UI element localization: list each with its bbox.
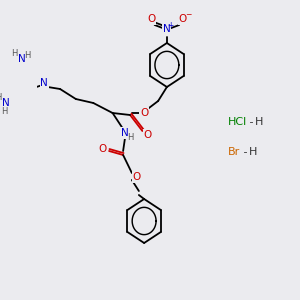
Text: HCl: HCl [228,117,248,127]
Text: N: N [40,78,48,88]
Text: H: H [127,133,133,142]
Text: −: − [185,11,191,20]
Text: N: N [18,54,26,64]
Text: H: H [254,117,263,127]
Text: O: O [132,172,140,182]
Text: O: O [140,108,148,118]
Text: -: - [241,147,251,157]
Text: Br: Br [228,147,240,157]
Text: N: N [163,24,171,34]
Text: O: O [143,130,152,140]
Text: +: + [167,20,174,29]
Text: H: H [249,147,258,157]
Text: N: N [121,128,129,138]
Text: H: H [0,92,2,101]
Text: H: H [25,50,31,59]
Text: O: O [178,14,187,24]
Text: H: H [1,106,7,116]
Text: O: O [99,144,107,154]
Text: O: O [147,14,155,24]
Text: -: - [246,117,257,127]
Text: H: H [11,49,18,58]
Text: N: N [2,98,10,108]
